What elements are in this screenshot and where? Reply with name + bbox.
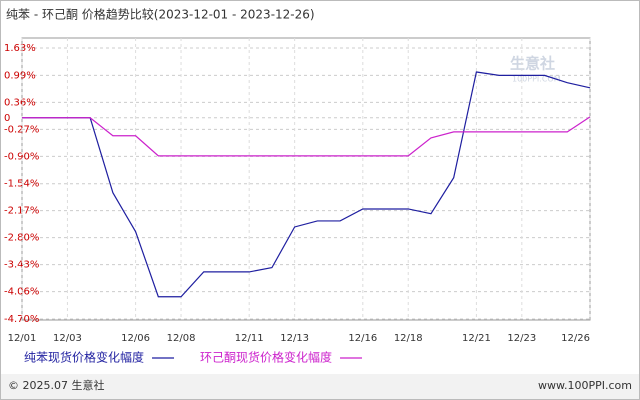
y-tick-label: -2.17%	[4, 206, 39, 217]
watermark: 100PPI.COM	[512, 75, 561, 84]
x-tick-label: 12/03	[53, 333, 82, 344]
legend-label: 纯苯现货价格变化幅度	[24, 350, 144, 365]
x-tick-label: 12/06	[121, 333, 150, 344]
y-tick-label: -4.70%	[4, 314, 39, 325]
y-tick-label: 0	[4, 113, 10, 124]
watermark: 生意社	[510, 55, 555, 73]
x-tick-label: 12/16	[348, 333, 377, 344]
y-tick-label: -3.43%	[4, 260, 39, 271]
x-tick-label: 12/01	[8, 333, 37, 344]
x-tick-label: 12/26	[561, 333, 590, 344]
footer-band	[1, 374, 639, 399]
footer-url: www.100PPI.com	[538, 379, 632, 392]
y-tick-label: -0.90%	[4, 151, 39, 162]
series-line	[22, 71, 591, 298]
y-tick-label: 0.36%	[4, 97, 36, 108]
x-tick-label: 12/13	[280, 333, 309, 344]
y-tick-label: 0.99%	[4, 70, 36, 81]
x-tick-label: 12/18	[394, 333, 423, 344]
x-tick-label: 12/08	[167, 333, 196, 344]
y-tick-label: 1.63%	[4, 43, 36, 54]
footer-copyright: © 2025.07 生意社	[8, 378, 104, 392]
plot-area	[21, 37, 591, 321]
x-tick-label: 12/23	[507, 333, 536, 344]
x-tick-label: 12/21	[462, 333, 491, 344]
x-tick-label: 12/11	[235, 333, 264, 344]
legend-label: 环己酮现货价格变化幅度	[200, 350, 332, 365]
chart-title: 纯苯 - 环己酮 价格趋势比较(2023-12-01 - 2023-12-26)	[6, 7, 315, 22]
series-line	[22, 116, 591, 157]
